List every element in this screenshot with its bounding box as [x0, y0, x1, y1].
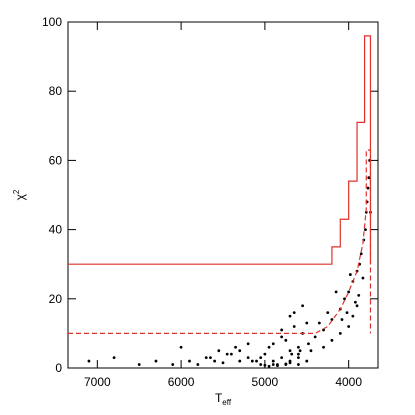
scatter-point [259, 363, 263, 366]
scatter-point [263, 363, 267, 367]
x-axis-label: Teff [215, 391, 232, 407]
scatter-point [288, 314, 292, 318]
scatter-point [343, 297, 346, 301]
scatter-point [301, 304, 304, 308]
scatter-point [330, 318, 334, 321]
scatter-point [280, 328, 284, 332]
scatter-point [288, 361, 292, 365]
scatter-point [359, 252, 363, 256]
y-label-main: χ [13, 193, 27, 200]
scatter-point [322, 328, 325, 332]
scatter-point [326, 311, 330, 315]
scatter-point [267, 345, 271, 349]
scatter-point [307, 342, 310, 346]
scatter-point [351, 314, 355, 318]
scatter-point [353, 300, 357, 304]
scatter-point [213, 359, 217, 363]
y-tick-label: 40 [49, 223, 63, 237]
plot-frame [67, 21, 379, 369]
scatter-point [171, 363, 175, 366]
scatter-point [357, 293, 361, 297]
x-tick-label: 4000 [335, 375, 362, 389]
x-tick-label: 7000 [84, 375, 111, 389]
scatter-point [355, 304, 359, 308]
scatter-point [137, 363, 141, 366]
scatter-point [297, 363, 300, 366]
x-label-sub: eff [222, 398, 232, 407]
scatter-point [234, 345, 237, 349]
scatter-point [330, 338, 334, 342]
scatter-point [367, 176, 371, 180]
x-tick-label: 6000 [168, 375, 195, 389]
scatter-point [297, 345, 300, 349]
scatter-point [246, 356, 250, 360]
scatter-point [297, 356, 300, 360]
scatter-point [366, 186, 370, 190]
scatter-point [340, 318, 344, 321]
scatter-point [313, 335, 317, 339]
scatter-point [154, 359, 158, 363]
scatter-point [305, 359, 309, 363]
scatter-point [309, 349, 313, 353]
scatter-point [250, 359, 254, 363]
scatter-point [334, 290, 338, 294]
scatter-point [276, 364, 279, 367]
y-tick-label: 100 [42, 15, 62, 29]
scatter-point [217, 349, 221, 353]
y-tick-label: 80 [49, 84, 63, 98]
y-tick-label: 0 [55, 361, 62, 375]
scatter-point [196, 363, 200, 366]
scatter-point [225, 352, 229, 356]
x-label-main: T [215, 391, 223, 405]
scatter-point [290, 352, 294, 356]
scatter-point [292, 311, 296, 315]
scatter-point [271, 342, 275, 346]
scatter-point [204, 356, 208, 360]
y-axis-label: χ2 [12, 189, 27, 200]
scatter-point [322, 345, 325, 349]
scatter-point [259, 356, 263, 360]
scatter-point [284, 362, 288, 366]
scatter-point [347, 325, 351, 328]
scatter-point [317, 321, 321, 325]
scatter-point [87, 359, 91, 363]
scatter-point [221, 361, 225, 365]
scatter-point [348, 273, 352, 276]
scatter-point [298, 349, 302, 353]
scatter-point [209, 356, 212, 360]
scatter-point [179, 345, 183, 349]
scatter-point [361, 276, 365, 280]
scatter-point [292, 325, 296, 328]
y-label-sup: 2 [12, 189, 21, 194]
scatter-point [288, 349, 292, 353]
scatter-point [188, 359, 191, 363]
scatter-point [305, 321, 309, 325]
y-tick-label: 20 [49, 292, 63, 306]
scatter-point [271, 363, 275, 366]
scatter-point [112, 356, 116, 360]
scatter-point [284, 338, 288, 342]
scatter-point [263, 352, 267, 356]
step-line [68, 149, 372, 334]
x-tick-label: 5000 [252, 375, 279, 389]
scatter-point [280, 356, 284, 360]
scatter-point [238, 359, 242, 363]
scatter-point [345, 311, 349, 315]
scatter-point [255, 359, 258, 363]
scatter-point [280, 335, 284, 339]
step-line [68, 35, 372, 265]
scatter-point [297, 352, 300, 356]
scatter-point [347, 290, 351, 294]
scatter-point [238, 349, 242, 353]
scatter-point [246, 342, 250, 346]
scatter-point [271, 359, 275, 363]
scatter-point [338, 332, 342, 335]
scatter-point [229, 352, 233, 356]
y-tick-label: 60 [49, 153, 63, 167]
scatter-point [267, 364, 271, 368]
scatter-point [364, 228, 367, 232]
